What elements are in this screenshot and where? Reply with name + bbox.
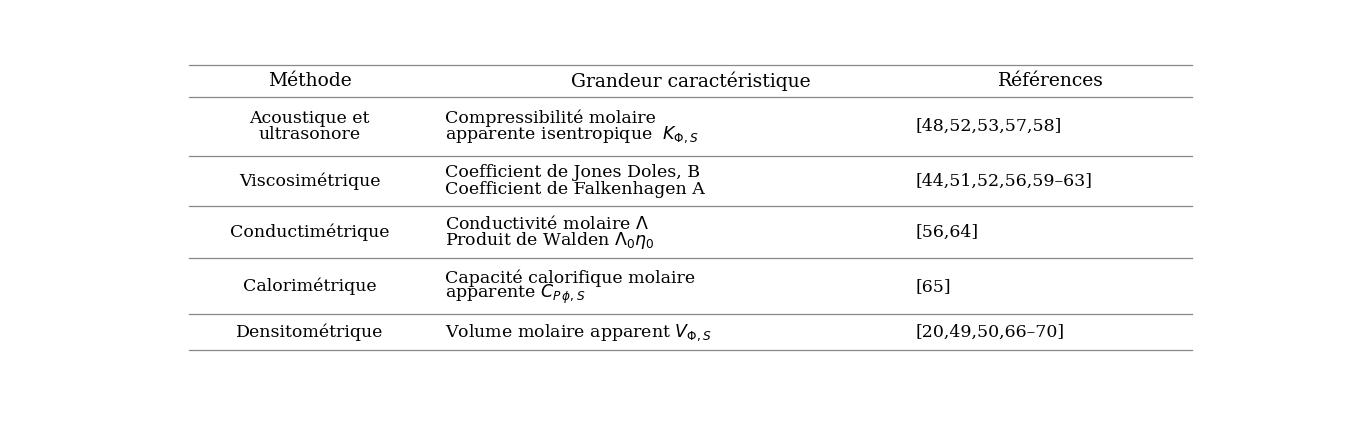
Text: Capacité calorifique molaire: Capacité calorifique molaire (445, 270, 696, 287)
Text: Conductimétrique: Conductimétrique (229, 223, 390, 240)
Text: Compressibilité molaire: Compressibilité molaire (445, 110, 656, 127)
Text: Conductivité molaire $\Lambda$: Conductivité molaire $\Lambda$ (445, 215, 650, 233)
Text: Grandeur caractéristique: Grandeur caractéristique (572, 71, 810, 91)
Text: Volume molaire apparent $V_{\Phi,S}$: Volume molaire apparent $V_{\Phi,S}$ (445, 322, 712, 343)
Text: Calorimétrique: Calorimétrique (243, 278, 376, 295)
Text: Viscosimétrique: Viscosimétrique (239, 172, 380, 190)
Text: Produit de Walden $\Lambda_0\eta_0$: Produit de Walden $\Lambda_0\eta_0$ (445, 229, 655, 251)
Text: Acoustique et: Acoustique et (249, 110, 369, 127)
Text: [44,51,52,56,59–63]: [44,51,52,56,59–63] (915, 172, 1092, 189)
Text: [20,49,50,66–70]: [20,49,50,66–70] (915, 324, 1065, 341)
Text: Densitométrique: Densitométrique (236, 324, 383, 341)
Text: Coefficient de Falkenhagen A: Coefficient de Falkenhagen A (445, 180, 705, 198)
Text: apparente $\mathit{C}_{P\,\phi,S}$: apparente $\mathit{C}_{P\,\phi,S}$ (445, 283, 586, 306)
Text: Méthode: Méthode (268, 72, 352, 90)
Text: [48,52,53,57,58]: [48,52,53,57,58] (915, 118, 1062, 135)
Text: [65]: [65] (915, 278, 952, 295)
Text: Références: Références (999, 72, 1104, 90)
Text: [56,64]: [56,64] (915, 223, 979, 240)
Text: apparente isentropique  $K_{\Phi,S}$: apparente isentropique $K_{\Phi,S}$ (445, 124, 700, 145)
Text: Coefficient de Jones Doles, B: Coefficient de Jones Doles, B (445, 164, 701, 181)
Text: ultrasonore: ultrasonore (259, 126, 361, 143)
